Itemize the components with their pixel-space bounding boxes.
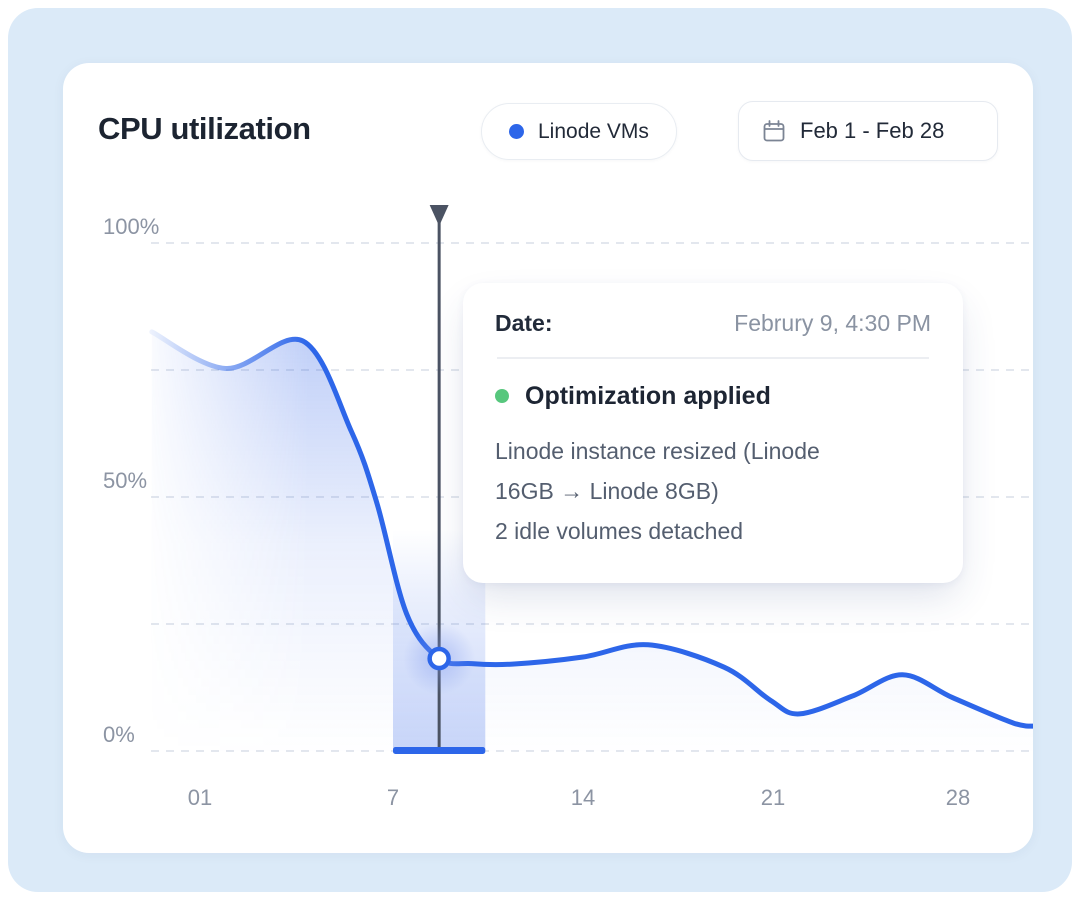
tooltip-description-line: 16GB → Linode 8GB): [495, 477, 719, 504]
x-tick-label: 28: [945, 785, 971, 810]
tooltip-event-row: Optimization applied: [495, 382, 931, 411]
tooltip-date-row: Date: Februry 9, 4:30 PM: [495, 310, 931, 337]
x-tick-label: 21: [760, 785, 786, 810]
y-tick-label: 50%: [103, 468, 148, 493]
legend-dot-icon: [509, 124, 524, 139]
y-tick-label: 100%: [103, 214, 160, 239]
event-status-dot-icon: [495, 389, 509, 403]
marker-dot[interactable]: [427, 646, 451, 671]
date-range-button[interactable]: Feb 1 - Feb 28: [738, 101, 998, 161]
tooltip-date-label: Date:: [495, 310, 553, 336]
page-title: CPU utilization: [98, 111, 311, 146]
tooltip-description: Linode instance resized (Linode 16GB → L…: [495, 431, 931, 551]
series-group: [149, 329, 1033, 751]
marker-triangle-icon: [429, 205, 449, 226]
selection-bar: [393, 747, 486, 754]
legend-label: Linode VMs: [538, 119, 649, 143]
calendar-icon: [763, 120, 785, 142]
tooltip-description-line: Linode instance resized (Linode: [495, 437, 820, 464]
tooltip-description-line: 2 idle volumes detached: [495, 517, 744, 544]
tooltip-date-value: Februry 9, 4:30 PM: [734, 310, 931, 336]
x-tick-label: 7: [386, 785, 400, 810]
tooltip-divider: [497, 357, 929, 359]
y-tick-label: 0%: [103, 722, 135, 747]
area-series: [151, 331, 1033, 751]
tooltip-card: Date: Februry 9, 4:30 PM Optimization ap…: [463, 283, 963, 583]
legend-pill-linode-vms[interactable]: Linode VMs: [481, 103, 677, 160]
date-range-label: Feb 1 - Feb 28: [800, 118, 945, 143]
tooltip-event-title: Optimization applied: [525, 381, 771, 410]
line-series: [149, 329, 1033, 729]
x-tick-label: 01: [187, 785, 213, 810]
x-tick-label: 14: [570, 785, 596, 810]
cpu-utilization-card: 100% 50% 0% 01 7 14 21 28 CPU utilization Lino…: [63, 63, 1033, 853]
background-panel: 100% 50% 0% 01 7 14 21 28 CPU utilization Lino…: [8, 8, 1072, 892]
